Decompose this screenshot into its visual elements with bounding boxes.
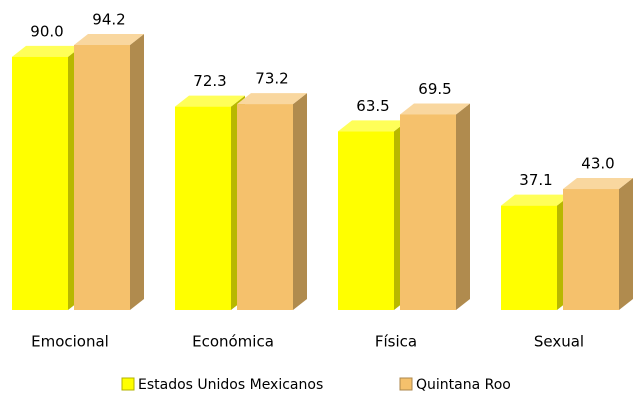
- bar-side: [619, 178, 633, 310]
- bar-top: [175, 95, 245, 107]
- value-label: 73.2: [255, 70, 288, 88]
- legend-label: Estados Unidos Mexicanos: [138, 377, 323, 393]
- value-label: 90.0: [30, 22, 63, 40]
- bar: [338, 120, 408, 310]
- bar-front: [400, 114, 456, 310]
- bar: [175, 95, 245, 311]
- bar: [74, 34, 144, 310]
- bar-front: [501, 205, 557, 310]
- bar-top: [237, 93, 307, 105]
- x-tick-label: Física: [375, 333, 417, 351]
- legend-swatch: [399, 377, 413, 391]
- bar: [12, 45, 82, 311]
- bar: [563, 178, 633, 310]
- value-label: 63.5: [356, 97, 389, 115]
- x-tick-label: Emocional: [31, 333, 109, 351]
- bar-front: [175, 106, 231, 311]
- bar-top: [563, 178, 633, 190]
- bar: [237, 93, 307, 310]
- bar: [501, 194, 571, 310]
- bar-front: [74, 45, 130, 310]
- value-label: 72.3: [193, 72, 226, 90]
- bar-top: [501, 194, 571, 206]
- bar-top: [338, 120, 408, 132]
- bar-side: [456, 103, 470, 310]
- bar-front: [12, 56, 68, 311]
- bar-top: [74, 34, 144, 45]
- bar-front: [237, 104, 293, 310]
- value-label: 43.0: [581, 155, 614, 173]
- value-label: 94.2: [92, 11, 125, 29]
- bar: [400, 103, 470, 310]
- legend-swatch: [121, 377, 135, 391]
- legend-label: Quintana Roo: [416, 377, 511, 393]
- x-tick-label: Económica: [192, 333, 274, 351]
- bar-front: [563, 189, 619, 310]
- value-label: 37.1: [519, 171, 552, 189]
- bar-top: [400, 103, 470, 115]
- x-tick-label: Sexual: [534, 333, 584, 351]
- value-label: 69.5: [418, 80, 451, 98]
- bar-side: [130, 34, 144, 310]
- bar-front: [338, 131, 394, 310]
- bar-top: [12, 45, 82, 57]
- bar-side: [293, 93, 307, 310]
